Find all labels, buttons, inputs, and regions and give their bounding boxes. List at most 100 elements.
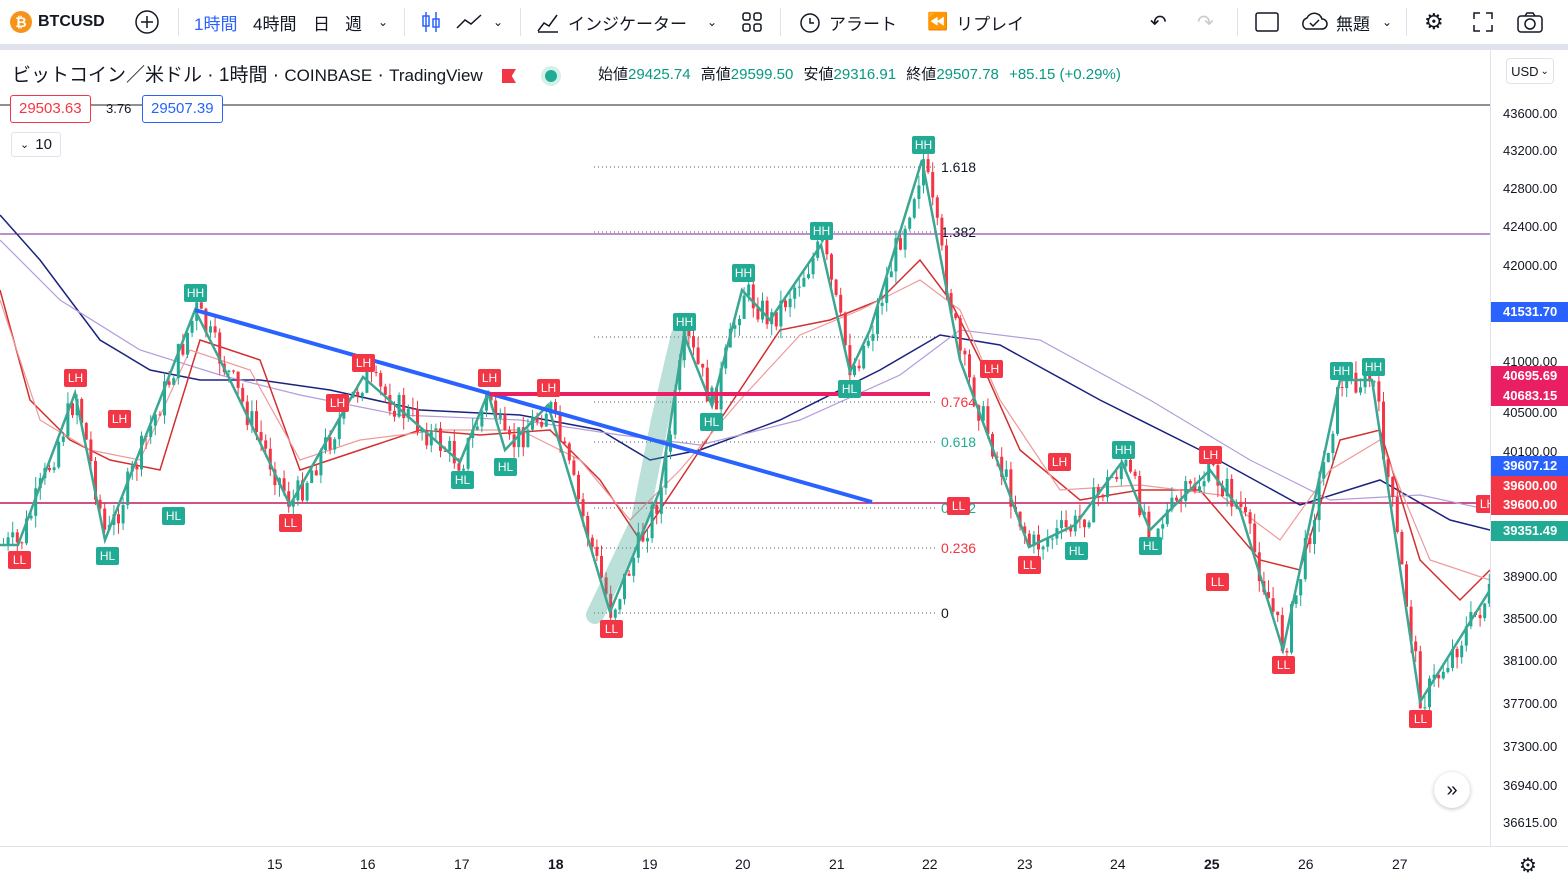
candle-body: [1437, 674, 1441, 679]
candle-body: [1060, 520, 1063, 529]
candle-body: [632, 557, 636, 576]
line-dropdown[interactable]: ⌄: [493, 0, 503, 44]
interval-dropdown[interactable]: ⌄: [378, 0, 388, 44]
swing-label: LL: [1211, 575, 1225, 589]
layout-save-button[interactable]: 無題 ⌄: [1298, 0, 1392, 44]
chart-pane[interactable]: 1.6181.3820.7640.6180.3820.2360LLLHLHHLH…: [0, 50, 1490, 846]
interval-week[interactable]: 週: [345, 14, 362, 34]
symbol-search[interactable]: ₿ BTCUSD: [10, 0, 105, 44]
swing-label-box: [980, 360, 1003, 378]
candle-body: [25, 518, 28, 544]
candle-body: [1267, 592, 1270, 599]
candle-body: [793, 287, 797, 299]
chevron-down-icon: ⌄: [1540, 65, 1549, 77]
compare-symbol-button[interactable]: [134, 0, 160, 44]
fullscreen-button[interactable]: [1472, 0, 1494, 44]
candle-body: [853, 365, 856, 376]
candle-body: [1423, 707, 1427, 709]
price-axis[interactable]: 43600.00 43200.00 42800.00 42400.00 42000.00…: [1490, 50, 1568, 846]
candle-body: [784, 300, 787, 308]
time-axis[interactable]: [0, 846, 1568, 879]
time-tick: 16: [360, 856, 376, 872]
candle-body: [411, 408, 415, 410]
candle-body: [1386, 459, 1390, 477]
candle-body: [1478, 615, 1482, 619]
candle-body: [558, 411, 562, 442]
gear-icon: ⚙: [1424, 9, 1444, 34]
swing-label-box: [732, 264, 755, 282]
layout-grid-button[interactable]: [741, 0, 763, 44]
candle-body: [158, 414, 162, 416]
candle-body: [535, 417, 539, 422]
swing-label-box: [1112, 441, 1135, 459]
candle-body: [825, 237, 829, 255]
replay-button[interactable]: ⏪ リプレイ: [927, 12, 1025, 34]
interval-day[interactable]: 日: [313, 14, 330, 34]
candle-body: [190, 320, 194, 333]
time-tick: 27: [1392, 856, 1408, 872]
swing-label: LL: [1414, 712, 1428, 726]
zigzag-line: [0, 159, 1490, 706]
alert-button[interactable]: アラート: [797, 0, 897, 44]
fullscreen-rect-button[interactable]: [1255, 0, 1279, 44]
interval-1h[interactable]: 1時間: [194, 14, 238, 34]
candle-body: [153, 414, 157, 426]
time-tick: 22: [922, 856, 938, 872]
candle-body: [843, 312, 847, 346]
swing-label: LL: [1023, 558, 1037, 572]
candle-body: [1156, 528, 1160, 541]
fib-level-label: 1.618: [941, 159, 976, 175]
ask-price-button[interactable]: 29507.39: [142, 95, 223, 123]
candle-body: [103, 508, 107, 530]
swing-label: HH: [735, 266, 752, 280]
settings-button[interactable]: ⚙: [1424, 0, 1444, 44]
candle-body: [1432, 674, 1436, 679]
undo-button[interactable]: ↶: [1150, 0, 1167, 44]
redo-button[interactable]: ↷: [1197, 0, 1214, 44]
bid-price-button[interactable]: 29503.63: [10, 95, 91, 123]
swing-label-box: [108, 410, 131, 428]
candle-body: [1299, 579, 1303, 596]
candle-body: [862, 345, 866, 369]
axis-settings-button[interactable]: ⚙: [1519, 853, 1537, 878]
expand-icon: [1473, 12, 1493, 32]
chart-type-button[interactable]: [420, 0, 442, 44]
candle-body: [1359, 387, 1362, 393]
candle-body: [866, 340, 870, 346]
candle-body: [167, 381, 171, 385]
candle-body: [1188, 481, 1192, 484]
swing-label-box: [1476, 495, 1490, 513]
candle-body: [305, 482, 309, 501]
candle-body: [917, 185, 921, 200]
interval-4h[interactable]: 4時間: [253, 14, 297, 34]
candle-body: [227, 370, 231, 373]
swing-label: LH: [984, 362, 999, 376]
swing-label-box: [1330, 362, 1353, 380]
candle-body: [931, 172, 935, 198]
toolbar-divider: [0, 44, 1568, 50]
currency-button[interactable]: USD ⌄: [1506, 58, 1554, 84]
candle-body: [186, 332, 189, 355]
scroll-to-realtime-button[interactable]: »: [1434, 772, 1470, 808]
highlight-band: [586, 326, 689, 624]
swing-label-box: [8, 551, 31, 569]
candle-body: [733, 325, 737, 329]
candle-body: [66, 403, 70, 437]
chart-legend-title[interactable]: ビットコイン／米ドル · 1時間 · COINBASE · TradingVie…: [12, 60, 558, 87]
double-chevron-right-icon: »: [1446, 778, 1458, 801]
drawing-line-button[interactable]: [455, 0, 483, 44]
snapshot-button[interactable]: [1517, 0, 1543, 44]
indicator-collapse-button[interactable]: ⌄ 10: [11, 132, 61, 157]
indicators-button[interactable]: インジケーター ⌄: [536, 0, 717, 44]
candle-body: [646, 538, 649, 542]
candle-body: [880, 302, 884, 307]
candle-body: [682, 327, 686, 361]
flag-icon[interactable]: [501, 68, 516, 83]
candle-body: [1083, 519, 1086, 528]
price-chart[interactable]: 1.6181.3820.7640.6180.3820.2360LLLHLHHLH…: [0, 50, 1490, 846]
time-tick: 15: [267, 856, 283, 872]
ohlc-values: 始値29425.74 高値29599.50 安値29316.91 終値29507…: [598, 66, 1121, 83]
candle-body: [1138, 475, 1142, 516]
candle-body: [149, 425, 153, 438]
candle-body: [1069, 527, 1073, 532]
